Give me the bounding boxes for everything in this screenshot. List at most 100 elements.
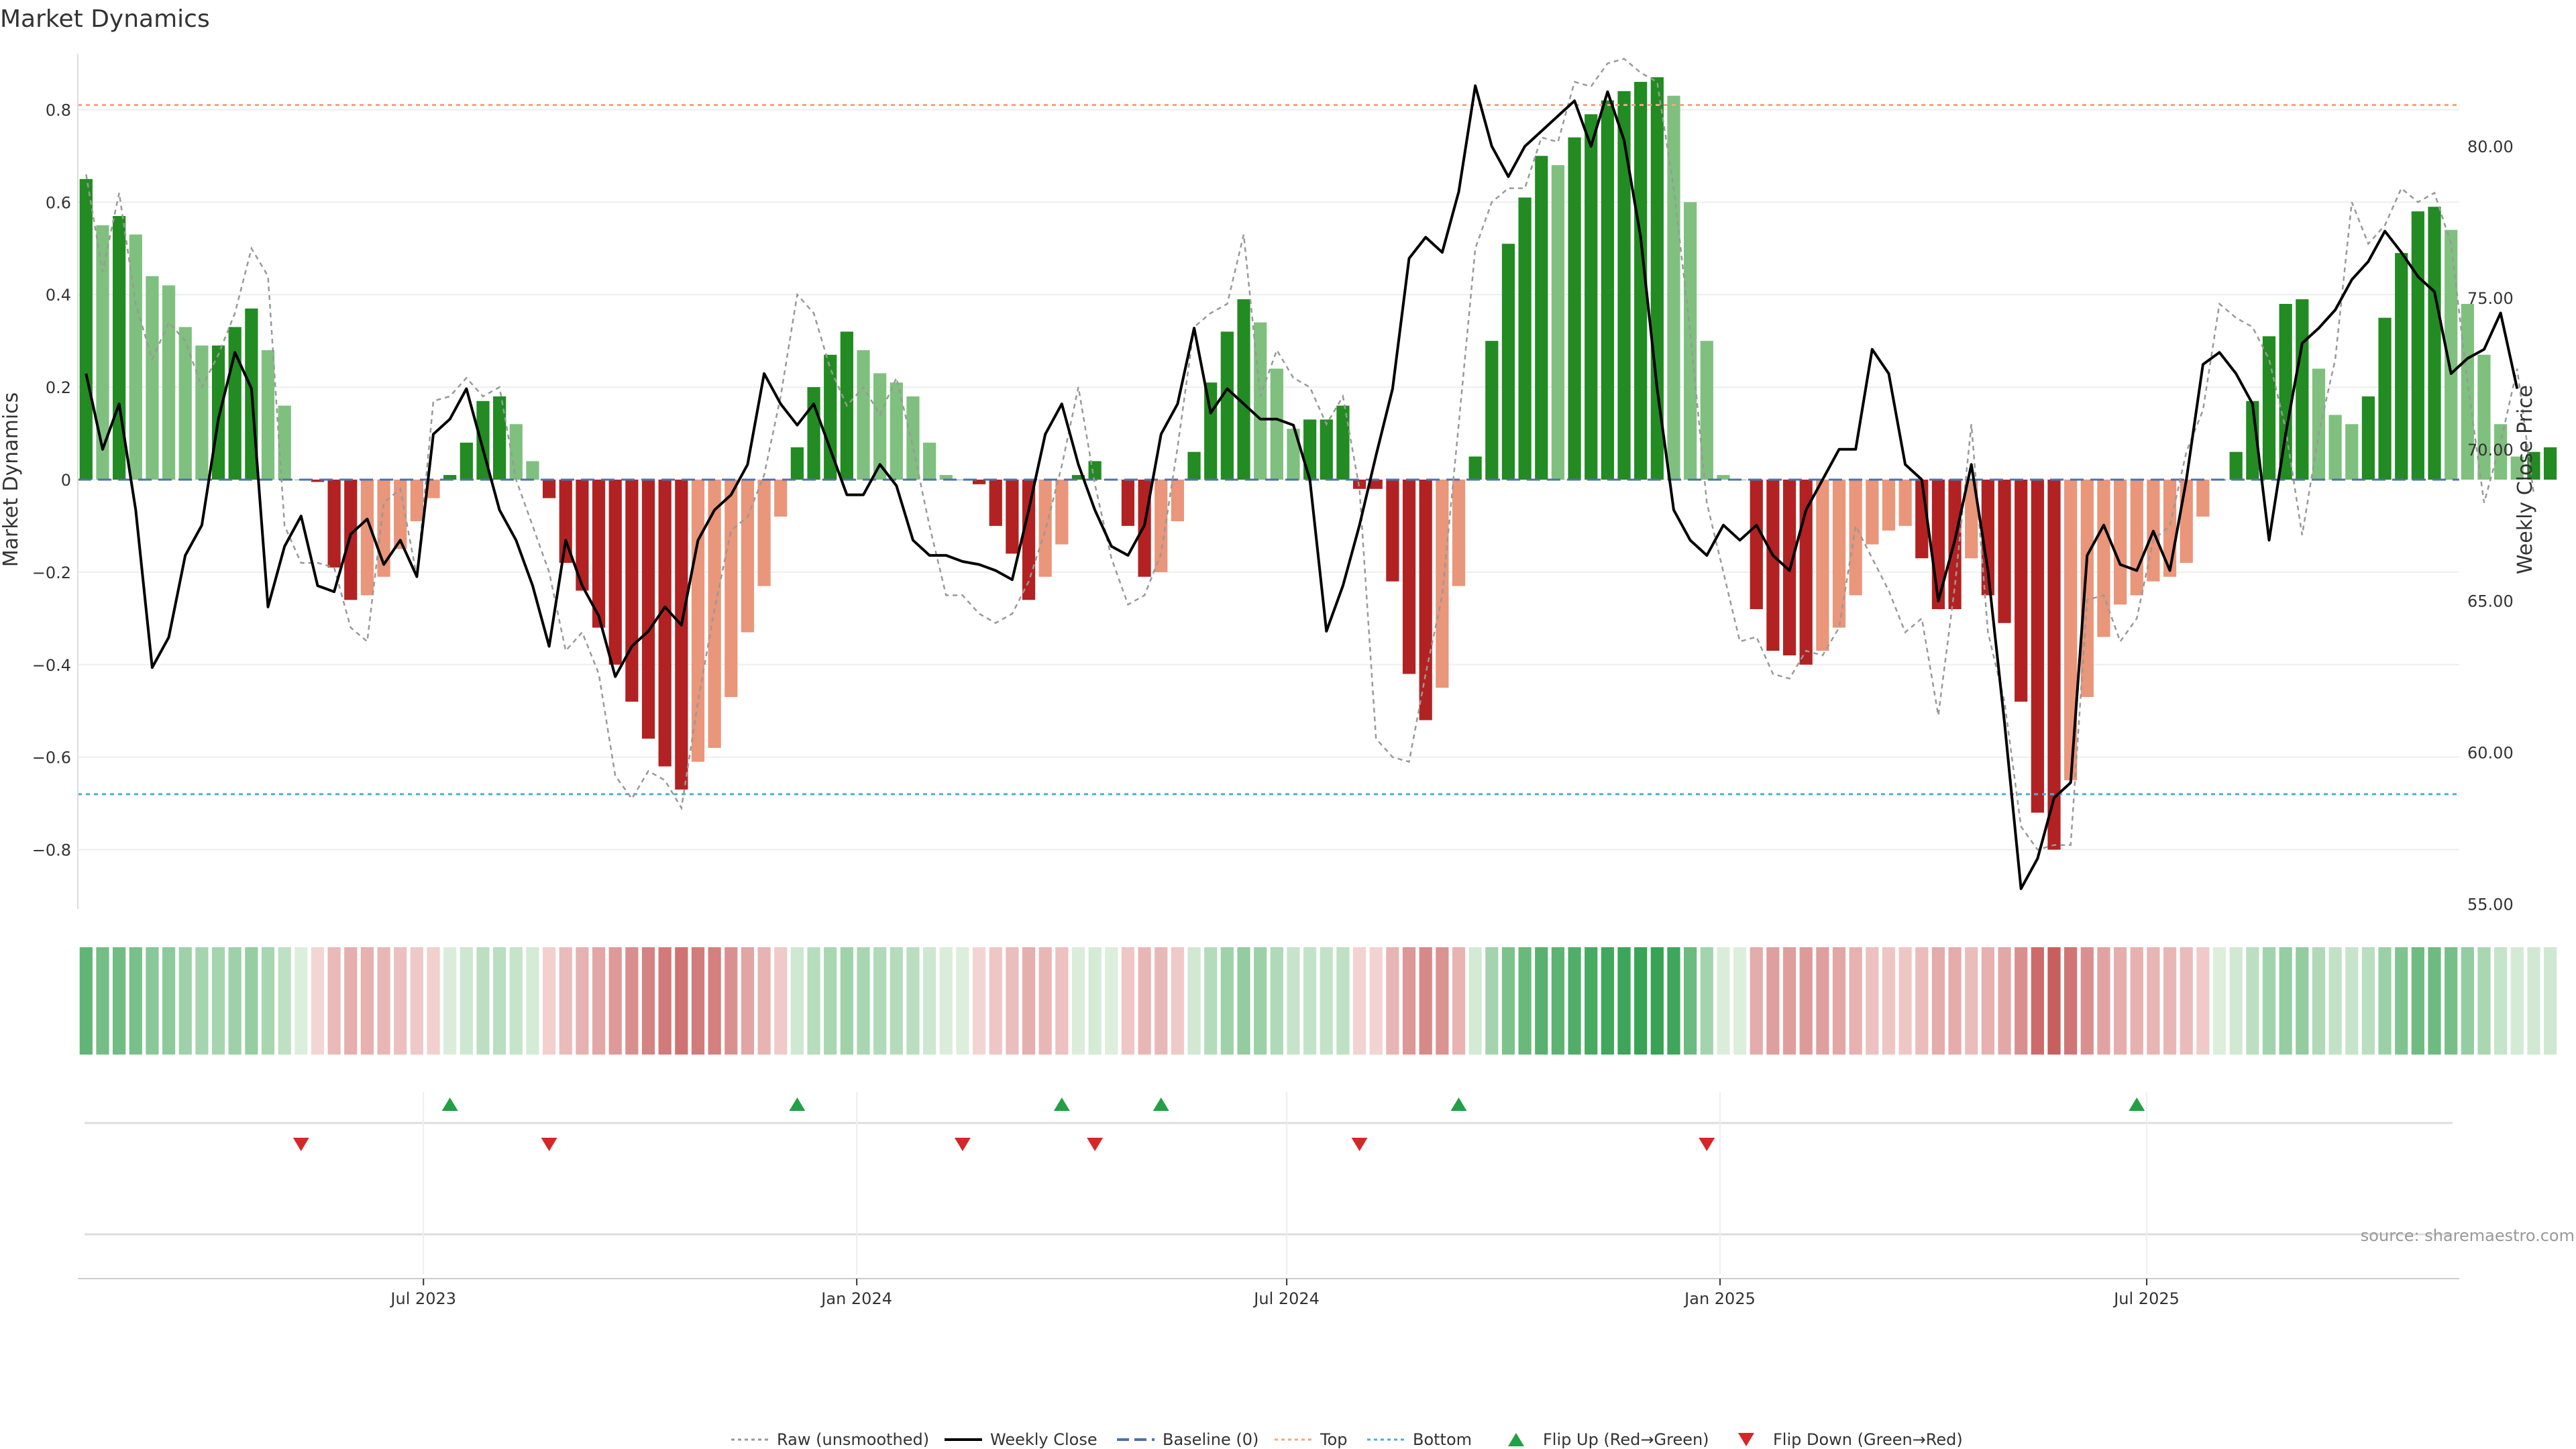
dynamics-bar — [79, 178, 93, 480]
heat-cell — [1138, 947, 1151, 1055]
heat-cell — [1750, 947, 1763, 1055]
heat-cell — [2080, 947, 2094, 1055]
dynamics-bar — [2328, 415, 2342, 480]
heat-cell — [344, 947, 358, 1055]
left-axis-label: Market Dynamics — [0, 392, 23, 568]
dynamics-bar — [2378, 317, 2392, 480]
heat-cell — [1650, 947, 1664, 1055]
dynamics-bar — [2015, 480, 2028, 702]
dynamics-bar — [542, 480, 556, 498]
heat-cell — [1320, 947, 1333, 1055]
heat-cell — [1485, 947, 1499, 1055]
heat-cell — [1303, 947, 1317, 1055]
dynamics-bar — [2064, 480, 2078, 781]
heat-cell — [1204, 947, 1218, 1055]
heat-cell — [1254, 947, 1267, 1055]
dynamics-bar — [1981, 480, 1995, 596]
dynamics-bar — [1717, 475, 1730, 480]
heat-cell — [211, 947, 225, 1055]
flip-up-marker — [2129, 1097, 2145, 1111]
heat-cell — [641, 947, 655, 1055]
heat-cell — [2262, 947, 2276, 1055]
heat-cell — [1998, 947, 2011, 1055]
heat-cell — [1518, 947, 1532, 1055]
dynamics-bar — [939, 475, 953, 480]
heat-cell — [1766, 947, 1780, 1055]
right-tick-label: 65.00 — [2467, 592, 2514, 611]
heat-cell — [2047, 947, 2061, 1055]
dynamics-bar — [741, 480, 755, 633]
heat-cell — [1948, 947, 1962, 1055]
right-tick-label: 60.00 — [2467, 744, 2514, 763]
heat-cell — [1121, 947, 1135, 1055]
flip-up-marker — [1053, 1097, 1070, 1111]
dynamics-bar — [195, 345, 209, 480]
dynamics-bar — [1766, 480, 1780, 651]
heat-cell — [559, 947, 572, 1055]
dynamics-bar — [1617, 91, 1631, 480]
dynamics-bar — [261, 350, 275, 480]
left-tick-label: −0.8 — [32, 841, 71, 860]
heat-cell — [195, 947, 209, 1055]
heat-cell — [2411, 947, 2424, 1055]
heat-cell — [1287, 947, 1300, 1055]
heat-cell — [807, 947, 820, 1055]
heat-cell — [2212, 947, 2226, 1055]
heat-cell — [2445, 947, 2458, 1055]
heat-cell — [1667, 947, 1680, 1055]
heat-cell — [1088, 947, 1102, 1055]
dynamics-bar — [178, 327, 192, 480]
dynamics-bar — [2361, 396, 2375, 480]
dynamics-bar — [857, 350, 870, 480]
legend: Raw (unsmoothed) Weekly Close Baseline (0)… — [731, 1430, 1963, 1449]
heat-cell — [1898, 947, 1912, 1055]
right-tick-label: 80.00 — [2467, 138, 2514, 156]
dynamics-bar — [311, 480, 325, 482]
heat-cell — [2378, 947, 2392, 1055]
dynamics-bar — [327, 480, 341, 568]
heat-cell — [824, 947, 837, 1055]
heat-cell — [278, 947, 291, 1055]
dynamics-bar — [2312, 368, 2326, 480]
heat-cell — [939, 947, 953, 1055]
dynamics-bar — [724, 480, 738, 698]
dynamics-bar — [162, 285, 176, 480]
dynamics-bar — [1866, 480, 1879, 545]
heat-cell — [113, 947, 126, 1055]
heat-cell — [146, 947, 159, 1055]
dynamics-bar — [1898, 480, 1912, 526]
dynamics-bar — [890, 382, 903, 480]
dynamics-bar — [1585, 114, 1598, 480]
heat-cell — [972, 947, 986, 1055]
dynamics-bar — [691, 480, 705, 762]
dynamics-bar — [675, 480, 688, 790]
dynamics-bar — [708, 480, 721, 748]
dynamics-bar — [344, 480, 358, 600]
heat-cell — [2395, 947, 2408, 1055]
right-tick-label: 70.00 — [2467, 441, 2514, 460]
dynamics-bar — [592, 480, 606, 628]
heat-cell — [1733, 947, 1747, 1055]
heat-cell — [1155, 947, 1168, 1055]
dynamics-bars — [79, 77, 2557, 850]
heat-cell — [873, 947, 887, 1055]
dynamics-bar — [1022, 480, 1036, 600]
dynamics-bar — [2543, 447, 2557, 480]
chart-title: Market Dynamics — [0, 5, 210, 33]
heat-cell — [2147, 947, 2160, 1055]
heat-cell — [360, 947, 374, 1055]
dynamics-bar — [1303, 419, 1317, 480]
axes: 0.8 0.6 0.4 0.2 0 −0.2 −0.4 −0.6 −0.8 80.00 75.00 7… — [32, 54, 2514, 1308]
dynamics-bar — [1931, 480, 1945, 610]
dynamics-bar — [2477, 354, 2491, 480]
dynamics-bar — [1187, 451, 1201, 480]
heat-cell — [410, 947, 423, 1055]
dynamics-bar — [1518, 197, 1532, 480]
heat-cell — [956, 947, 969, 1055]
dynamics-bar — [410, 480, 423, 522]
dynamics-bar — [774, 480, 788, 517]
legend-label: Flip Down (Green→Red) — [1773, 1430, 1963, 1449]
heat-cell — [1617, 947, 1631, 1055]
dynamics-bar — [394, 480, 407, 549]
